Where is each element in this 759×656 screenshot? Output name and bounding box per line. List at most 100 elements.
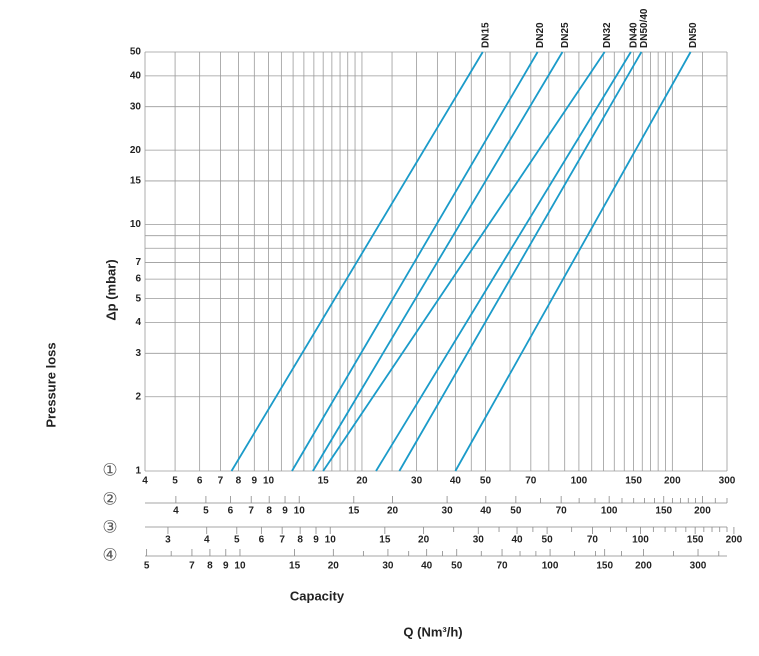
scale-tick-label: 20	[418, 535, 430, 546]
series-label: DN40	[628, 22, 639, 48]
x-tick-label: 40	[450, 476, 462, 487]
y-tick-label: 50	[130, 47, 142, 58]
y-tick-label: 15	[130, 176, 142, 187]
scale-tick-label: 150	[655, 506, 672, 517]
scale-tick-label: 20	[387, 506, 399, 517]
scale-tick-label: 10	[234, 561, 246, 572]
x-tick-label: 50	[480, 476, 492, 487]
scale-tick-label: 4	[173, 506, 179, 517]
series-line	[291, 51, 539, 472]
scale-tick-label: 15	[289, 561, 301, 572]
scale-tick-label: 7	[189, 561, 195, 572]
x-tick-label: 5	[172, 476, 178, 487]
y-tick-label: 20	[130, 145, 142, 156]
scale-tick-label: 15	[379, 535, 391, 546]
series-line	[230, 51, 484, 472]
scale-tick-label: 30	[442, 506, 454, 517]
scale-tick-label: 40	[421, 561, 433, 572]
scale-tick-label: 5	[234, 535, 240, 546]
x-tick-label: 70	[525, 476, 537, 487]
scale-tick-label: 70	[496, 561, 508, 572]
series-line	[454, 51, 692, 472]
y-tick-label: 7	[135, 257, 141, 268]
scale-tick-label: 9	[313, 535, 319, 546]
scale-tick-label: 70	[556, 506, 568, 517]
scale-marker: ③	[102, 517, 117, 536]
x-tick-label: 300	[719, 476, 736, 487]
scale-tick-label: 5	[144, 561, 150, 572]
series-label: DN32	[602, 22, 613, 48]
x-tick-label: 8	[236, 476, 242, 487]
scale-tick-label: 7	[279, 535, 285, 546]
y-tick-label: 2	[135, 391, 141, 402]
scale-tick-label: 6	[228, 506, 234, 517]
series-line	[398, 51, 643, 472]
y-group-label: Pressure loss	[43, 342, 58, 427]
scale-marker: ②	[102, 489, 117, 508]
x-tick-label: 15	[318, 476, 330, 487]
y-tick-label: 30	[130, 101, 142, 112]
scale-tick-label: 40	[511, 535, 523, 546]
scale-tick-label: 200	[635, 561, 652, 572]
x-tick-label: 20	[356, 476, 368, 487]
scale-tick-label: 5	[203, 506, 209, 517]
scale-tick-label: 200	[694, 506, 711, 517]
x-tick-label: 7	[218, 476, 224, 487]
x-tick-label: 10	[263, 476, 275, 487]
series-label: DN50	[688, 22, 699, 48]
scale-tick-label: 100	[632, 535, 649, 546]
scale-tick-label: 4	[204, 535, 210, 546]
x-axis-label: Q (Nm³/h)	[403, 624, 462, 639]
x-group-label: Capacity	[290, 588, 345, 603]
scale-tick-label: 8	[207, 561, 213, 572]
series-label: DN25	[560, 22, 571, 48]
scale-tick-label: 15	[348, 506, 360, 517]
scale-tick-label: 50	[542, 535, 554, 546]
scale-tick-label: 50	[510, 506, 522, 517]
scale-tick-label: 100	[542, 561, 559, 572]
scale-tick-label: 30	[473, 535, 485, 546]
scale-tick-label: 20	[328, 561, 340, 572]
scale-tick-label: 8	[297, 535, 303, 546]
scale-tick-label: 30	[382, 561, 394, 572]
x-tick-label: 30	[411, 476, 423, 487]
y-tick-label: 4	[135, 317, 141, 328]
x-tick-label: 4	[142, 476, 148, 487]
scale-tick-label: 7	[248, 506, 254, 517]
x-tick-label: 9	[252, 476, 258, 487]
scale-tick-label: 70	[587, 535, 599, 546]
y-tick-label: 6	[135, 274, 141, 285]
scale-marker: ④	[102, 545, 117, 564]
scale-tick-label: 6	[259, 535, 265, 546]
y-tick-label: 5	[135, 293, 141, 304]
scale-tick-label: 50	[451, 561, 463, 572]
y-tick-label: 10	[130, 219, 142, 230]
y-tick-label: 40	[130, 71, 142, 82]
series-label: DN20	[535, 22, 546, 48]
scale-tick-label: 10	[325, 535, 337, 546]
scale-tick-label: 100	[601, 506, 618, 517]
series-label: DN15	[480, 22, 491, 48]
scale-tick-label: 200	[726, 535, 743, 546]
scale-tick-label: 8	[266, 506, 272, 517]
y-tick-label: 3	[135, 348, 141, 359]
y-axis-label: Δp (mbar)	[103, 259, 118, 320]
scale-tick-label: 9	[223, 561, 229, 572]
scale-tick-label: 300	[690, 561, 707, 572]
scale-tick-label: 150	[596, 561, 613, 572]
series-line	[375, 51, 632, 472]
x-tick-label: 100	[571, 476, 588, 487]
x-tick-label: 6	[197, 476, 203, 487]
y-tick-label: 1	[135, 466, 141, 477]
scale-tick-label: 9	[282, 506, 288, 517]
scale-tick-label: 10	[294, 506, 306, 517]
series-line	[322, 51, 606, 472]
scale-tick-label: 150	[687, 535, 704, 546]
scale-tick-label: 40	[480, 506, 492, 517]
series-label: DN50/40	[639, 8, 650, 48]
x-tick-label: 200	[664, 476, 681, 487]
x-tick-label: 150	[625, 476, 642, 487]
series-line	[312, 51, 564, 472]
scale-marker: ①	[102, 460, 117, 479]
scale-tick-label: 3	[165, 535, 171, 546]
